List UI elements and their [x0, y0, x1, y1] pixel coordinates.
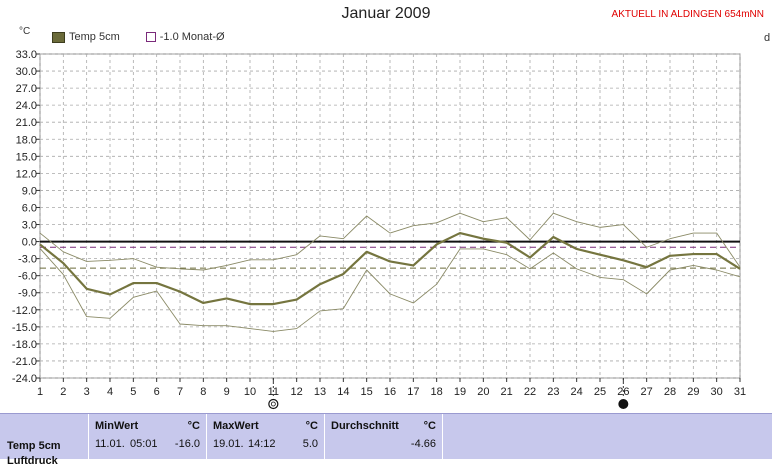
y-tick-label: -3.0: [18, 254, 37, 266]
x-tick-label: 6: [154, 386, 160, 398]
x-tick-label: 29: [687, 386, 699, 398]
stats-min-date: 11.01.: [95, 438, 125, 450]
x-tick-label: 1: [37, 386, 43, 398]
y-tick-label: 21.0: [16, 117, 37, 129]
y-tick-label: -15.0: [12, 322, 37, 334]
new-moon-icon: [618, 399, 629, 409]
series-line-temp-5cm: [39, 231, 741, 306]
x-tick-label: 15: [361, 386, 373, 398]
y-tick-label: 6.0: [22, 202, 37, 214]
stats-min-time: 05:01: [130, 438, 158, 450]
y-tick-label: -9.0: [18, 288, 37, 300]
legend-item-temp: Temp 5cm: [52, 31, 120, 43]
y-tick-label: -18.0: [12, 339, 37, 351]
x-tick-label: 30: [711, 386, 723, 398]
series-line-envelope: [39, 212, 741, 271]
stats-max-header: MaxWert: [213, 420, 259, 432]
station-label: AKTUELL IN ALDINGEN 654mNN: [611, 9, 764, 20]
x-tick-label: 28: [664, 386, 676, 398]
stats-min-value: -16.0: [174, 438, 200, 450]
stats-min-cell: MinWert °C 11.01. 05:01 -16.0: [88, 414, 206, 459]
x-tick-label: 24: [571, 386, 583, 398]
legend-swatch-mean: [145, 32, 156, 42]
x-tick-label: 12: [291, 386, 303, 398]
x-tick-label: 8: [200, 386, 206, 398]
y-tick-label: 15.0: [16, 151, 37, 163]
x-tick-label: 10: [244, 386, 256, 398]
temperature-chart: 33.030.027.024.021.018.015.012.09.06.03.…: [12, 49, 746, 410]
edge-label: d: [764, 32, 771, 44]
x-tick-label: 2: [60, 386, 66, 398]
stats-panel: Temp 5cm Luftdruck MinWert °C 11.01. 05:…: [0, 413, 772, 467]
y-tick-label: -21.0: [12, 356, 37, 368]
x-tick-label: 5: [130, 386, 136, 398]
stats-row-label: Temp 5cm: [7, 440, 61, 452]
legend-label-temp: Temp 5cm: [69, 31, 120, 43]
x-tick-label: 17: [407, 386, 419, 398]
legend-label-mean: -1.0 Monat-Ø: [159, 31, 225, 43]
y-tick-label: -12.0: [12, 305, 37, 317]
stats-max-time: 14:12: [248, 438, 276, 450]
x-tick-label: 4: [107, 386, 113, 398]
y-tick-label: 18.0: [16, 134, 37, 146]
stats-avg-header: Durchschnitt: [331, 420, 399, 432]
y-axis-unit: °C: [19, 26, 31, 37]
stats-max-unit: °C: [305, 420, 318, 432]
stats-empty-cell: [442, 414, 762, 459]
x-tick-label: 25: [594, 386, 606, 398]
x-tick-label: 27: [641, 386, 653, 398]
full-moon-icon: [268, 398, 279, 410]
stats-avg-value: -4.66: [410, 438, 436, 450]
y-tick-label: 27.0: [16, 83, 37, 95]
x-tick-label: 7: [177, 386, 183, 398]
y-tick-label: -6.0: [18, 271, 37, 283]
y-tick-label: 24.0: [16, 100, 37, 112]
x-tick-label: 3: [84, 386, 90, 398]
x-tick-label: 21: [501, 386, 513, 398]
stats-max-date: 19.01.: [213, 438, 244, 450]
chart-title: Januar 2009: [341, 5, 431, 22]
x-tick-label: 9: [224, 386, 230, 398]
y-tick-label: 9.0: [22, 185, 37, 197]
x-tick-label: 23: [547, 386, 559, 398]
legend-swatch-temp: [52, 31, 65, 43]
x-tick-label: 20: [477, 386, 489, 398]
x-tick-label: 16: [384, 386, 396, 398]
x-tick-label: 18: [431, 386, 443, 398]
stats-avg-unit: °C: [423, 420, 436, 432]
stats-min-unit: °C: [187, 420, 200, 432]
legend-item-mean: -1.0 Monat-Ø: [145, 31, 225, 43]
full-moon-icon-inner: [270, 401, 276, 407]
stats-max-cell: MaxWert °C 19.01. 14:12 5.0: [206, 414, 324, 459]
stats-avg-cell: Durchschnitt °C -4.66: [324, 414, 442, 459]
x-tick-label: 22: [524, 386, 536, 398]
series-line-envelope: [39, 248, 741, 332]
stats-min-header: MinWert: [95, 420, 139, 432]
stats-max-value: 5.0: [302, 438, 318, 450]
y-tick-label: 33.0: [16, 49, 37, 61]
x-tick-label: 14: [337, 386, 349, 398]
y-tick-label: 3.0: [22, 220, 37, 232]
x-tick-label: 19: [454, 386, 466, 398]
y-tick-label: 0.0: [22, 237, 37, 249]
y-tick-label: -24.0: [12, 373, 37, 385]
y-tick-label: 30.0: [16, 66, 37, 78]
y-tick-label: 12.0: [16, 168, 37, 180]
stats-row-label-2: Luftdruck: [7, 455, 58, 467]
x-tick-label: 13: [314, 386, 326, 398]
x-tick-label: 31: [734, 386, 746, 398]
legend: Temp 5cm -1.0 Monat-Ø: [52, 31, 225, 43]
